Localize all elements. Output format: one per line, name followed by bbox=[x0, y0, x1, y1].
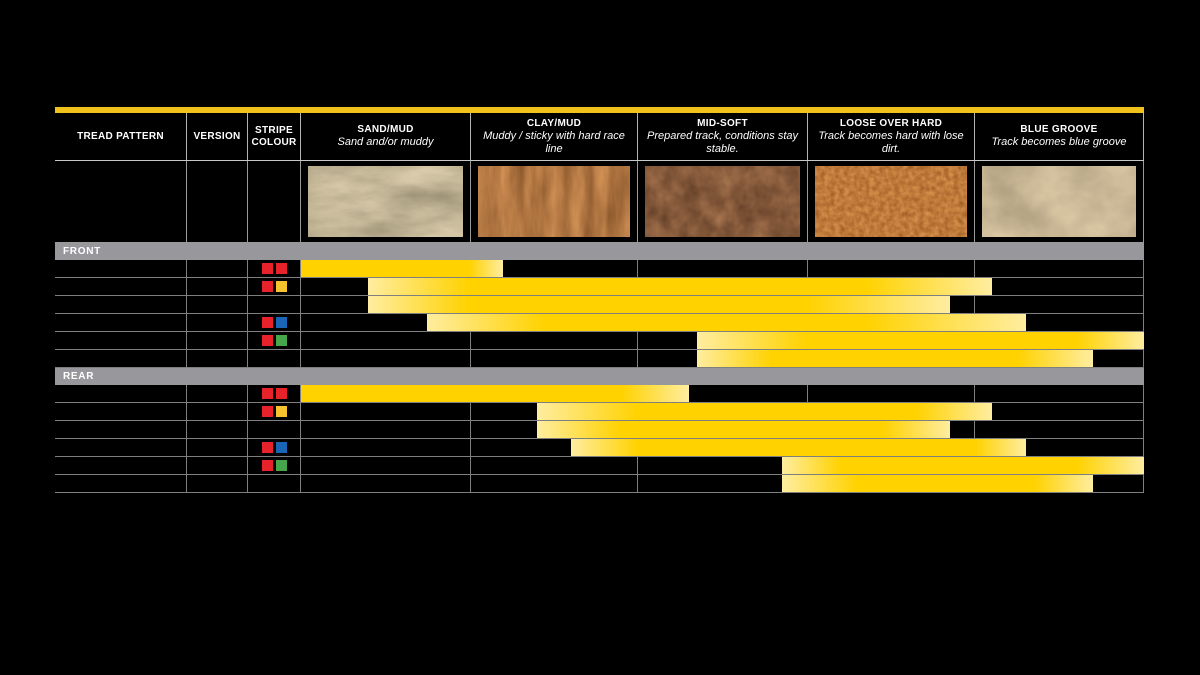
red-stripe-swatch bbox=[262, 460, 273, 471]
tyre-pattern-row bbox=[55, 385, 1144, 403]
loose-dirt-texture-photo bbox=[808, 161, 975, 242]
terrain-suitability-bar bbox=[368, 278, 993, 295]
stripe-colour-swatches bbox=[248, 278, 301, 295]
column-header-stripe-colour: STRIPE COLOUR bbox=[248, 113, 301, 160]
column-title: MID-SOFT bbox=[697, 117, 748, 129]
section-header-rear: REAR bbox=[55, 368, 1144, 385]
red-stripe-swatch bbox=[262, 388, 273, 399]
column-title: SAND/MUD bbox=[357, 123, 414, 135]
column-subtitle: Track becomes hard with lose dirt. bbox=[818, 130, 964, 155]
column-header-mid-soft: MID-SOFT Prepared track, conditions stay… bbox=[638, 113, 808, 160]
sand-texture-photo bbox=[301, 161, 471, 242]
terrain-suitability-bar bbox=[301, 260, 504, 277]
tyre-pattern-row bbox=[55, 296, 1144, 314]
stripe-colour-swatches bbox=[248, 314, 301, 331]
column-header-tread-pattern: TREAD PATTERN bbox=[55, 113, 187, 160]
clay-texture-photo bbox=[471, 161, 638, 242]
column-header-loose-over-hard: LOOSE OVER HARD Track becomes hard with … bbox=[808, 113, 975, 160]
column-subtitle: Prepared track, conditions stay stable. bbox=[646, 130, 799, 155]
tyre-pattern-row bbox=[55, 314, 1144, 332]
red-stripe-swatch bbox=[262, 442, 273, 453]
blue-stripe-swatch bbox=[276, 317, 287, 328]
tyre-pattern-row bbox=[55, 421, 1144, 439]
stripe-colour-swatches bbox=[248, 475, 301, 492]
tyre-pattern-row bbox=[55, 278, 1144, 296]
green-stripe-swatch bbox=[276, 335, 287, 346]
stripe-colour-swatches bbox=[248, 457, 301, 474]
terrain-photo-row bbox=[55, 161, 1144, 243]
column-title: STRIPE COLOUR bbox=[251, 125, 297, 148]
column-title: LOOSE OVER HARD bbox=[839, 117, 943, 129]
column-header-clay-mud: CLAY/MUD Muddy / sticky with hard race l… bbox=[471, 113, 638, 160]
green-stripe-swatch bbox=[276, 460, 287, 471]
column-header-version: VERSION bbox=[187, 113, 248, 160]
sections: FRONT REAR bbox=[55, 243, 1144, 493]
stripe-colour-swatches bbox=[248, 403, 301, 420]
terrain-suitability-bar bbox=[781, 457, 1144, 474]
column-title: BLUE GROOVE bbox=[1020, 123, 1098, 135]
red-stripe-swatch bbox=[262, 281, 273, 292]
red-stripe-swatch bbox=[262, 406, 273, 417]
stripe-colour-swatches bbox=[248, 296, 301, 313]
terrain-suitability-bar bbox=[427, 314, 1026, 331]
stripe-colour-swatches bbox=[248, 260, 301, 277]
empty-cell bbox=[187, 161, 248, 242]
blue-groove-texture-photo bbox=[975, 161, 1144, 242]
mid-soft-texture-photo bbox=[638, 161, 808, 242]
terrain-suitability-bar bbox=[570, 439, 1026, 456]
chart-table: TREAD PATTERN VERSION STRIPE COLOUR SAND… bbox=[55, 107, 1144, 493]
red-stripe-swatch bbox=[276, 388, 287, 399]
stripe-colour-swatches bbox=[248, 421, 301, 438]
tyre-pattern-row bbox=[55, 350, 1144, 368]
header-row: TREAD PATTERN VERSION STRIPE COLOUR SAND… bbox=[55, 113, 1144, 161]
column-subtitle: Track becomes blue groove bbox=[991, 136, 1127, 149]
terrain-suitability-bar bbox=[781, 475, 1094, 492]
tyre-pattern-row bbox=[55, 260, 1144, 278]
column-title: CLAY/MUD bbox=[526, 117, 582, 129]
tyre-pattern-row bbox=[55, 457, 1144, 475]
terrain-suitability-bar bbox=[537, 403, 993, 420]
red-stripe-swatch bbox=[262, 317, 273, 328]
stripe-colour-swatches bbox=[248, 332, 301, 349]
stripe-colour-swatches bbox=[248, 385, 301, 402]
column-header-blue-groove: BLUE GROOVE Track becomes blue groove bbox=[975, 113, 1144, 160]
yellow-stripe-swatch bbox=[276, 406, 287, 417]
terrain-suitability-bar bbox=[301, 385, 689, 402]
column-title: TREAD PATTERN bbox=[77, 130, 164, 142]
red-stripe-swatch bbox=[262, 263, 273, 274]
column-header-sand-mud: SAND/MUD Sand and/or muddy bbox=[301, 113, 471, 160]
empty-cell bbox=[55, 161, 187, 242]
terrain-suitability-bar bbox=[697, 350, 1094, 367]
column-subtitle: Muddy / sticky with hard race line bbox=[483, 130, 625, 155]
tyre-pattern-row bbox=[55, 475, 1144, 493]
top-accent-bar bbox=[55, 107, 1144, 113]
column-subtitle: Sand and/or muddy bbox=[337, 136, 434, 149]
red-stripe-swatch bbox=[262, 335, 273, 346]
tyre-pattern-row bbox=[55, 332, 1144, 350]
yellow-stripe-swatch bbox=[276, 281, 287, 292]
terrain-suitability-bar bbox=[697, 332, 1144, 349]
stripe-colour-swatches bbox=[248, 439, 301, 456]
red-stripe-swatch bbox=[276, 263, 287, 274]
tyre-pattern-row bbox=[55, 403, 1144, 421]
terrain-suitability-bar bbox=[368, 296, 951, 313]
terrain-suitability-bar bbox=[537, 421, 951, 438]
tyre-pattern-row bbox=[55, 439, 1144, 457]
section-header-front: FRONT bbox=[55, 243, 1144, 260]
empty-cell bbox=[248, 161, 301, 242]
column-title: VERSION bbox=[193, 130, 241, 142]
stripe-colour-swatches bbox=[248, 350, 301, 367]
blue-stripe-swatch bbox=[276, 442, 287, 453]
